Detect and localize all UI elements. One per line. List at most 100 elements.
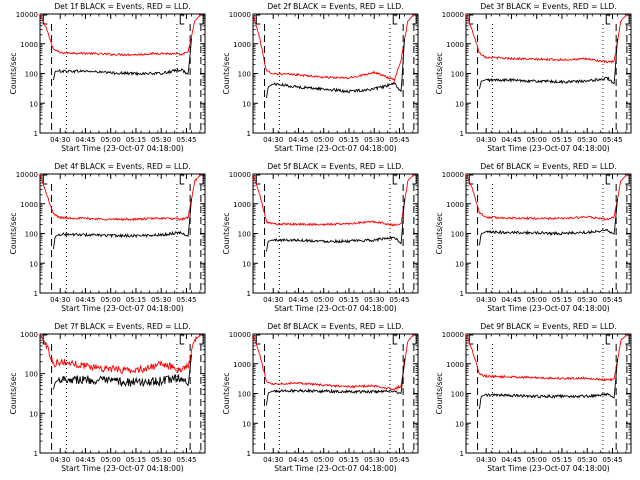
y-tick-label: 1000 [20, 201, 38, 209]
detector-panel: Det 5f BLACK = Events, RED = LLD. 1 10 100 1… [222, 162, 419, 313]
y-tick-label: 100 [451, 71, 464, 79]
panel-title: Det 4f BLACK = Events, RED = LLD. [54, 162, 190, 171]
x-tick-label: 04:30 [263, 136, 283, 144]
y-tick-label: 10 [455, 260, 464, 268]
event-rate-line [53, 198, 192, 250]
y-tick-label: 1 [34, 290, 38, 298]
x-axis-label: Start Time (23-Oct-07 04:18:00) [274, 144, 397, 153]
x-axis-label: Start Time (23-Oct-07 04:18:00) [487, 144, 610, 153]
x-tick-label: 05:00 [314, 136, 334, 144]
y-tick-label: 1 [460, 130, 464, 138]
bracket-marker [392, 174, 398, 185]
bracket-marker [42, 174, 48, 185]
y-tick-label: 1000 [233, 201, 251, 209]
y-tick-label: 10 [242, 100, 251, 108]
y-axis-label: Counts/sec [435, 53, 444, 95]
x-tick-label: 05:30 [577, 136, 597, 144]
x-tick-label: 04:45 [75, 136, 95, 144]
event-rate-line [479, 38, 618, 90]
lld-rate-line [466, 334, 628, 382]
y-tick-label: 100 [238, 71, 251, 79]
detector-panel: Det 6f BLACK = Events, RED = LLD. 1 10 100 1… [435, 162, 632, 313]
x-tick-label: 05:30 [151, 136, 171, 144]
x-tick-label: 05:45 [389, 136, 409, 144]
y-tick-label: 10 [29, 100, 38, 108]
plot-frame [465, 13, 632, 134]
y-axis-label: Counts/sec [222, 213, 231, 255]
y-tick-label: 100 [451, 391, 464, 399]
event-rate-line [266, 358, 405, 406]
bracket-marker [199, 334, 204, 345]
x-tick-label: 05:30 [151, 456, 171, 464]
y-tick-label: 1 [247, 130, 251, 138]
x-tick-label: 05:45 [176, 456, 196, 464]
y-tick-label: 10000 [229, 11, 251, 19]
x-tick-label: 05:15 [126, 136, 146, 144]
lld-rate-line [253, 174, 415, 227]
event-rate-line [53, 354, 192, 390]
x-tick-label: 05:45 [389, 296, 409, 304]
y-axis-label: Counts/sec [9, 373, 18, 415]
detector-panel: Det 4f BLACK = Events, RED = LLD. 1 10 100 1… [9, 162, 206, 313]
x-tick-label: 04:30 [263, 296, 283, 304]
y-tick-label: 10 [242, 420, 251, 428]
x-tick-label: 04:45 [75, 456, 95, 464]
bracket-marker [42, 14, 48, 25]
bracket-marker [392, 334, 398, 345]
y-tick-label: 10 [29, 410, 38, 418]
x-tick-label: 05:30 [577, 456, 597, 464]
bracket-marker [255, 334, 261, 345]
y-tick-label: 10000 [16, 11, 38, 19]
x-tick-label: 05:00 [101, 456, 121, 464]
x-tick-label: 04:45 [288, 136, 308, 144]
y-tick-label: 10000 [442, 11, 464, 19]
x-tick-label: 04:45 [501, 136, 521, 144]
x-tick-label: 04:45 [501, 296, 521, 304]
plot-frame [465, 333, 632, 454]
x-tick-label: 04:45 [501, 456, 521, 464]
y-tick-label: 1000 [233, 41, 251, 49]
y-tick-label: 1 [34, 130, 38, 138]
y-tick-label: 100 [25, 231, 38, 239]
x-tick-label: 05:15 [126, 456, 146, 464]
y-tick-label: 1000 [20, 331, 38, 339]
x-tick-label: 04:30 [476, 296, 496, 304]
x-tick-label: 04:30 [476, 456, 496, 464]
x-tick-label: 04:30 [50, 456, 70, 464]
x-tick-label: 05:00 [527, 456, 547, 464]
panel-title: Det 3f BLACK = Events, RED = LLD. [480, 2, 616, 11]
x-tick-label: 05:15 [339, 136, 359, 144]
lld-rate-line [40, 14, 202, 57]
y-tick-label: 100 [451, 231, 464, 239]
x-tick-label: 05:45 [389, 456, 409, 464]
x-tick-label: 04:30 [50, 136, 70, 144]
lld-rate-line [253, 334, 415, 391]
x-tick-label: 04:30 [476, 136, 496, 144]
x-tick-label: 05:45 [602, 136, 622, 144]
y-axis-label: Counts/sec [435, 213, 444, 255]
y-tick-label: 10 [29, 260, 38, 268]
x-tick-label: 05:00 [101, 136, 121, 144]
x-tick-label: 05:15 [552, 136, 572, 144]
y-tick-label: 100 [238, 391, 251, 399]
lld-rate-line [40, 174, 202, 222]
panel-title: Det 7f BLACK = Events, RED = LLD. [54, 322, 190, 331]
detector-panel: Det 2f BLACK = Events, RED = LLD. 1 10 100 1… [222, 2, 419, 153]
detector-panel: Det 1f BLACK = Events, RED = LLD. 1 10 100 1… [9, 2, 206, 153]
y-tick-label: 1 [247, 450, 251, 458]
lld-rate-line [466, 14, 628, 64]
x-tick-label: 05:30 [577, 296, 597, 304]
y-tick-label: 1 [247, 290, 251, 298]
y-tick-label: 100 [238, 231, 251, 239]
event-rate-line [53, 38, 192, 81]
x-tick-label: 05:00 [314, 456, 334, 464]
x-tick-label: 05:00 [101, 296, 121, 304]
x-tick-label: 05:45 [602, 296, 622, 304]
panel-title: Det 6f BLACK = Events, RED = LLD. [480, 162, 616, 171]
x-tick-label: 05:15 [126, 296, 146, 304]
y-axis-label: Counts/sec [9, 53, 18, 95]
plot-frame [252, 333, 419, 454]
x-tick-label: 05:00 [314, 296, 334, 304]
x-axis-label: Start Time (23-Oct-07 04:18:00) [274, 304, 397, 313]
